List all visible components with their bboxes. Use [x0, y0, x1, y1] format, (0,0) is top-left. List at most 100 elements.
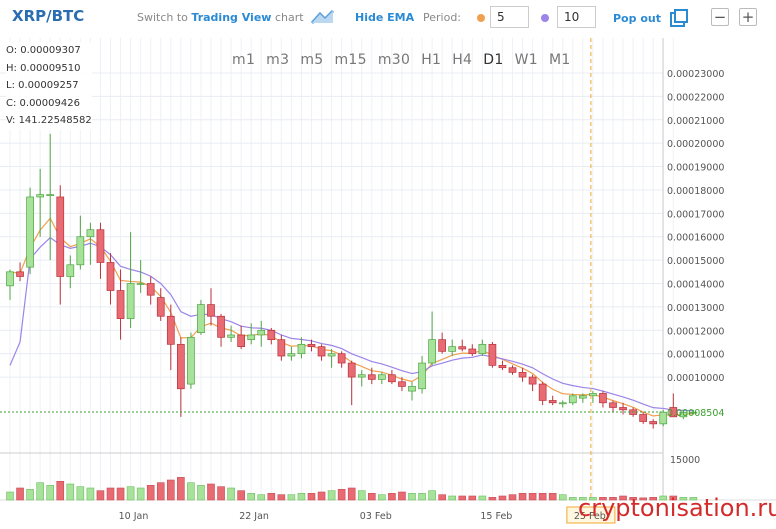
volume-bar	[317, 491, 326, 501]
zoom-in-button[interactable]: +	[739, 8, 757, 26]
volume-bar	[508, 494, 517, 501]
volume-bar	[207, 483, 215, 501]
volume-bar	[46, 485, 55, 501]
candle-body	[187, 336, 195, 385]
candle-body	[317, 346, 326, 357]
volume-bar	[197, 485, 205, 501]
candle	[197, 299, 205, 335]
volume-bar	[227, 487, 235, 501]
candle	[36, 168, 45, 237]
timeframe-m15[interactable]: m15	[334, 52, 367, 68]
y-tick-label: 0.00013000	[667, 303, 724, 314]
volume-bar	[177, 477, 185, 501]
trading-view-icon[interactable]	[311, 9, 335, 25]
candle	[247, 323, 256, 345]
y-tick-label: 0.00023000	[667, 69, 724, 80]
volume-bar	[36, 482, 44, 501]
candle	[548, 395, 557, 406]
timeframe-h4[interactable]: H4	[452, 52, 473, 68]
y-tick-label: 0.00022000	[667, 92, 724, 103]
candle	[458, 339, 467, 352]
candle-body	[589, 393, 597, 397]
y-tick-label: 0.00021000	[667, 116, 724, 127]
candle	[357, 370, 366, 387]
ohlc-low: L: 0.00009257	[6, 80, 79, 91]
timeframe-m5[interactable]: m5	[300, 52, 324, 68]
y-tick-label: 0.00020000	[667, 139, 724, 150]
candle-body	[468, 348, 477, 355]
candle-body	[327, 353, 336, 357]
candle	[428, 311, 436, 366]
candle-body	[508, 367, 517, 373]
crosshair-date-label: 25 Feb	[574, 511, 606, 522]
candle	[408, 381, 416, 401]
candle-body	[146, 283, 155, 296]
candle-body	[237, 334, 245, 348]
volume-bar	[106, 487, 115, 501]
candle-body	[498, 365, 507, 369]
candle-body	[357, 374, 366, 378]
candle-body	[438, 339, 446, 352]
volume-bar	[217, 486, 225, 501]
volume-bar	[478, 495, 487, 501]
candle	[639, 412, 648, 424]
zoom-out-button[interactable]: −	[711, 8, 729, 26]
volume-bar	[96, 490, 105, 501]
candle	[96, 222, 105, 279]
timeframe-w1[interactable]: W1	[514, 52, 538, 68]
volume-bar	[257, 494, 266, 501]
ema-period-10-input[interactable]	[557, 6, 596, 28]
candle	[156, 288, 165, 321]
trading-view-link[interactable]: Trading View	[191, 11, 272, 24]
last-price-label: 0.00008504	[667, 408, 724, 419]
candle	[146, 276, 155, 305]
y-tick-label: 0.00017000	[667, 209, 724, 220]
candle-body	[166, 315, 175, 345]
candle	[659, 409, 668, 427]
candle	[207, 288, 215, 326]
candle	[367, 367, 376, 385]
candle	[327, 349, 336, 368]
candle	[26, 187, 34, 275]
switch-chart-link[interactable]: Switch to Trading View chart	[137, 11, 304, 24]
candle-body	[568, 395, 577, 404]
candle	[337, 351, 346, 368]
candle-body	[56, 196, 65, 277]
candle	[478, 339, 487, 357]
candle-body	[267, 329, 276, 340]
candle	[388, 370, 396, 385]
volume-bar	[488, 497, 497, 501]
timeframe-m30[interactable]: m30	[377, 52, 411, 68]
timeframe-m3[interactable]: m3	[266, 52, 290, 68]
volume-bar	[56, 481, 65, 501]
timeframe-d1[interactable]: D1	[483, 52, 504, 68]
candle-body	[257, 329, 266, 336]
volume-bar	[136, 487, 145, 501]
volume-bar	[116, 487, 125, 501]
pop-out-button[interactable]: Pop out	[613, 12, 661, 25]
hide-ema-button[interactable]: Hide EMA	[355, 11, 415, 24]
timeframe-m1[interactable]: m1	[232, 52, 256, 68]
volume-bar	[277, 494, 286, 501]
volume-bar	[609, 497, 617, 501]
ema-period-5-input[interactable]	[490, 6, 529, 28]
volume-bar	[6, 491, 14, 501]
pop-out-icon[interactable]	[670, 9, 688, 27]
y-tick-label: 0.00018000	[667, 186, 724, 197]
candle	[438, 332, 446, 354]
candle-body	[337, 353, 346, 364]
candle	[689, 409, 698, 415]
candle-body	[488, 343, 497, 366]
candle-body	[408, 386, 416, 392]
candle-body	[106, 262, 115, 291]
volume-bar	[468, 495, 477, 501]
timeframe-h1[interactable]: H1	[421, 52, 442, 68]
candle	[187, 332, 195, 389]
volume-bar	[146, 485, 155, 501]
timeframe-m1[interactable]: M1	[548, 52, 571, 68]
volume-bar	[538, 493, 547, 501]
candlestick-chart[interactable]: 0.00010000 0.00011000 0.00012000 0.00013000…	[0, 36, 776, 529]
candle	[578, 393, 587, 403]
candle	[558, 400, 567, 408]
